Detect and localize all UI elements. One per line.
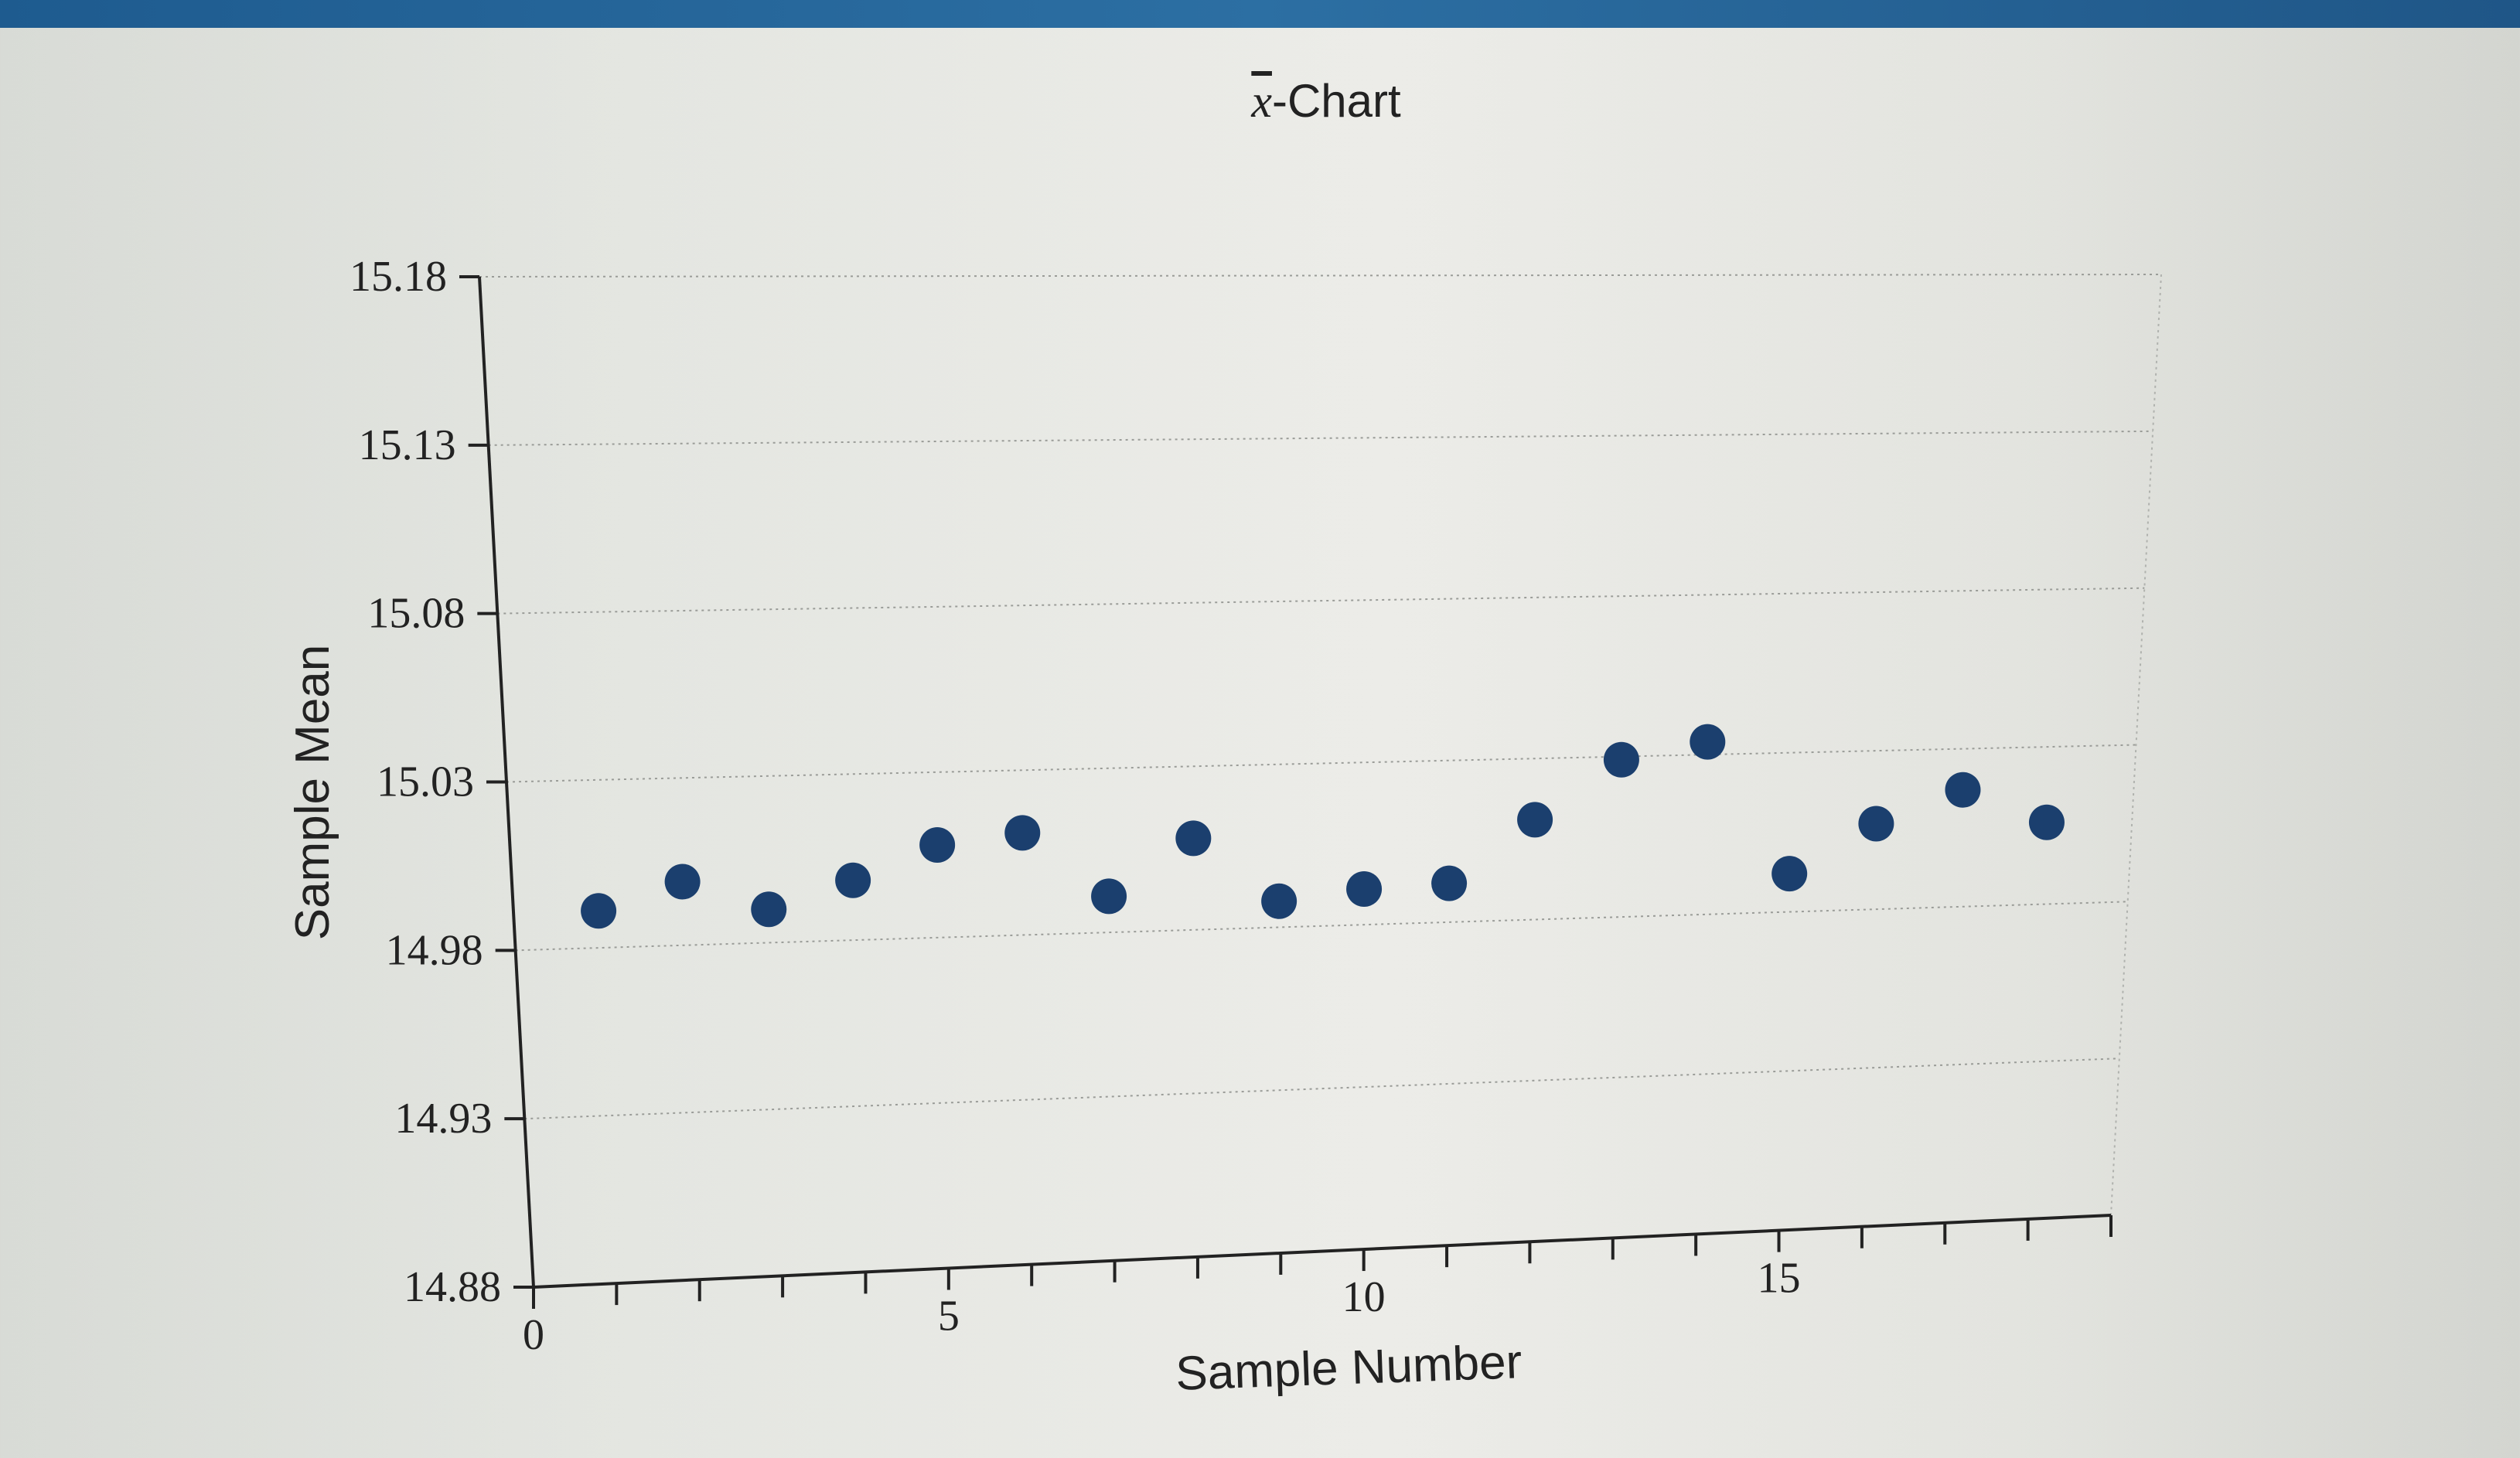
- data-point: [1603, 741, 1639, 778]
- window-top-bar: [0, 0, 2520, 28]
- chart-title: x-Chart: [0, 74, 2520, 128]
- y-tick-label: 14.88: [404, 1263, 501, 1311]
- grid-line: [515, 901, 2128, 952]
- data-point: [1690, 724, 1726, 760]
- grid-line: [506, 744, 2136, 783]
- y-tick-label: 14.93: [394, 1095, 492, 1143]
- x-tick-label: 10: [1342, 1273, 1386, 1321]
- x-axis-line: [533, 1214, 2112, 1289]
- chart-title-text: -Chart: [1271, 75, 1401, 127]
- axes: [478, 276, 2113, 1289]
- y-tick-label: 14.98: [386, 926, 483, 974]
- grid-line: [524, 1058, 2119, 1120]
- grid-line: [497, 587, 2145, 615]
- data-point: [1517, 802, 1553, 838]
- grid-line: [488, 430, 2153, 446]
- data-point: [664, 864, 701, 900]
- x-axis-ticks: 0 5 10 15: [523, 1218, 2030, 1359]
- x-axis-label: Sample Number: [1175, 1335, 1523, 1401]
- y-tick-label: 15.13: [359, 421, 456, 469]
- data-point: [919, 826, 956, 863]
- data-point: [835, 862, 871, 898]
- x-tick-label: 15: [1758, 1255, 1801, 1303]
- data-point: [1346, 870, 1383, 907]
- y-axis-label: Sample Mean: [286, 645, 339, 941]
- data-point: [1945, 772, 1981, 808]
- data-point: [1175, 820, 1212, 857]
- data-point: [1091, 878, 1127, 915]
- data-point: [1004, 815, 1041, 851]
- data-point: [751, 891, 787, 928]
- grid-lines: [479, 274, 2162, 1216]
- data-point: [1261, 883, 1298, 919]
- x-tick-label: 5: [938, 1293, 960, 1340]
- data-point: [1858, 806, 1894, 842]
- chart-title-symbol: x: [1251, 76, 1272, 127]
- y-tick-label: 15.08: [367, 590, 465, 638]
- data-point: [1431, 865, 1468, 901]
- data-point: [2028, 804, 2065, 840]
- y-axis-ticks: 15.18 15.13 15.08 15.03 14.98 14.93 14.88: [350, 253, 534, 1311]
- data-point: [1772, 856, 1808, 892]
- plot-right-edge: [2110, 274, 2162, 1216]
- grid-line: [479, 274, 2162, 278]
- y-tick-label: 15.03: [377, 758, 474, 806]
- data-point: [581, 893, 617, 929]
- y-tick-label: 15.18: [350, 253, 447, 301]
- data-points: [581, 724, 2065, 929]
- x-tick-label: 0: [523, 1311, 544, 1359]
